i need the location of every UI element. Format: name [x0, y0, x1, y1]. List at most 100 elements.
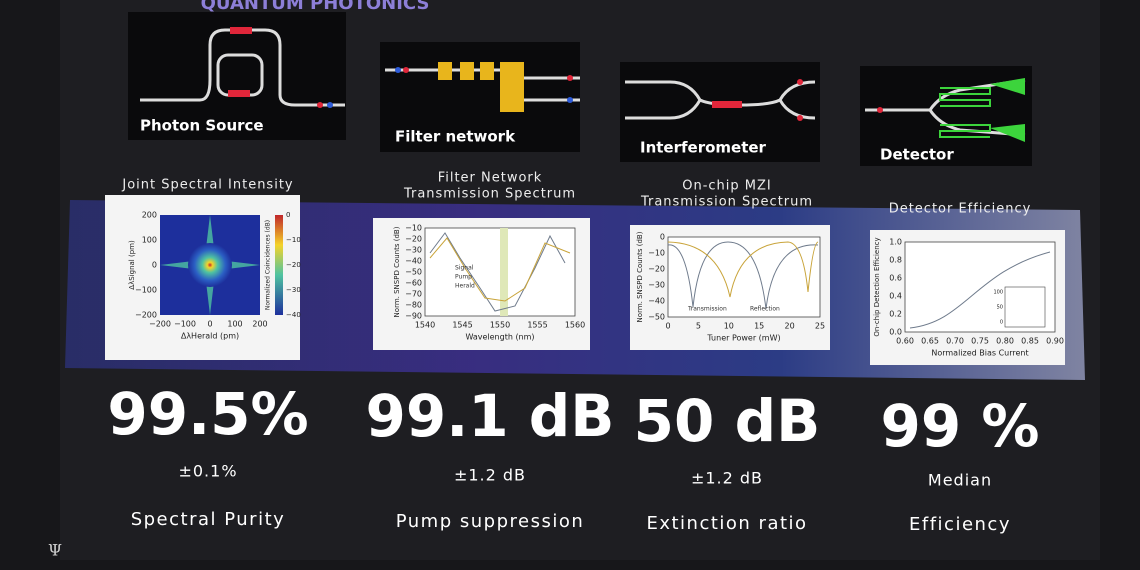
- y-tick-label: −80: [405, 301, 422, 310]
- y-tick-label: −10: [405, 224, 422, 233]
- y-tick-label: −10: [648, 249, 665, 258]
- y-tick-label: 0: [152, 261, 157, 270]
- plot-title: Transmission Spectrum: [640, 195, 813, 210]
- plot-title: Joint Spectral Intensity: [121, 178, 293, 193]
- plot-title: Transmission Spectrum: [403, 187, 576, 202]
- diagram-label: Interferometer: [640, 139, 767, 157]
- y-tick-label: −40: [648, 297, 665, 306]
- x-tick-label: 1540: [415, 321, 435, 330]
- y-tick-label: 0.0: [889, 328, 902, 337]
- legend-entry: Herald: [455, 283, 475, 290]
- metric-label: Efficiency: [909, 514, 1011, 535]
- legend-entry: Transmission: [687, 306, 727, 313]
- y-axis-label: Norm. SNSPD Counts (dB): [393, 226, 401, 317]
- x-axis-label: Wavelength (nm): [465, 333, 534, 342]
- x-axis-label: Normalized Bias Current: [931, 349, 1028, 358]
- inset-tick: 100: [993, 290, 1003, 296]
- y-tick-label: −50: [648, 313, 665, 322]
- colorbar-tick: 0: [286, 211, 290, 219]
- plot-title: Detector Efficiency: [889, 202, 1032, 217]
- y-axis-label: ΔλSignal (pm): [128, 240, 136, 290]
- colorbar-tick: −10: [286, 236, 301, 244]
- diagram-label: Photon Source: [140, 117, 264, 135]
- x-tick-label: 0: [207, 320, 212, 329]
- x-tick-label: 1560: [565, 321, 585, 330]
- x-tick-label: 0.60: [896, 337, 914, 346]
- y-axis-label: Norm. SNSPD Counts (dB): [636, 231, 644, 322]
- diagram-detector: [860, 66, 1032, 166]
- y-tick-label: −90: [405, 312, 422, 321]
- x-tick-label: 100: [227, 320, 242, 329]
- diagram-filter-network: [380, 42, 580, 152]
- diagram-interferometer: [620, 62, 820, 162]
- metric-note: Median: [928, 471, 992, 490]
- y-tick-label: −40: [405, 257, 422, 266]
- x-tick-label: 1545: [452, 321, 472, 330]
- y-tick-label: −50: [405, 268, 422, 277]
- y-tick-label: 1.0: [889, 238, 902, 247]
- legend-entry: Reflection: [750, 306, 780, 313]
- x-tick-label: 15: [754, 322, 764, 331]
- x-tick-label: 0.85: [1021, 337, 1039, 346]
- x-tick-label: 10: [724, 322, 734, 331]
- curve: [667, 241, 819, 310]
- heatmap-peak: [188, 243, 232, 287]
- y-tick-label: 0.2: [889, 310, 902, 319]
- y-tick-label: −20: [405, 235, 422, 244]
- y-tick-label: −100: [135, 286, 157, 295]
- inset-tick: 0: [1000, 320, 1003, 326]
- y-tick-label: −20: [648, 265, 665, 274]
- y-tick-label: 200: [142, 211, 157, 220]
- plot-title: Filter Network: [438, 171, 543, 186]
- x-tick-label: 0: [665, 322, 670, 331]
- legend-entry: Pump: [455, 274, 472, 281]
- x-tick-label: 1555: [527, 321, 547, 330]
- diagram-label: Filter network: [395, 128, 516, 146]
- diagram-photon-source: [128, 12, 346, 140]
- x-tick-label: 200: [252, 320, 267, 329]
- metric-note: ±0.1%: [178, 462, 237, 481]
- y-tick-label: 0.8: [889, 256, 902, 265]
- x-tick-label: 0.75: [971, 337, 989, 346]
- x-tick-label: 5: [696, 322, 701, 331]
- y-tick-label: 0.4: [889, 292, 902, 301]
- x-axis-label: ΔλHerald (pm): [181, 332, 239, 341]
- x-tick-label: −100: [174, 320, 196, 329]
- x-tick-label: 0.90: [1046, 337, 1064, 346]
- colorbar: [275, 215, 283, 315]
- metric-label: Pump suppression: [396, 511, 585, 532]
- inset: [1004, 286, 1046, 328]
- metric-value: 99 %: [880, 392, 1039, 460]
- x-tick-label: 25: [815, 322, 825, 331]
- plot-title: On-chip MZI: [682, 179, 772, 194]
- colorbar-tick: −20: [286, 261, 301, 269]
- colorbar-label: Normalized Coincidences (dB): [265, 220, 272, 310]
- x-axis-label: Tuner Power (mW): [706, 334, 780, 343]
- curve: [429, 232, 566, 312]
- x-tick-label: 0.65: [921, 337, 939, 346]
- inset-tick: 50: [997, 305, 1003, 311]
- metric-note: ±1.2 dB: [691, 469, 763, 488]
- y-tick-label: −200: [135, 311, 157, 320]
- y-tick-label: 0.6: [889, 274, 902, 283]
- x-tick-label: 1550: [490, 321, 510, 330]
- y-axis-label: On-chip Detection Efficiency: [873, 237, 881, 336]
- curve: [667, 241, 819, 298]
- x-tick-label: −200: [149, 320, 171, 329]
- header-title: QUANTUM PHOTONICS: [201, 0, 430, 14]
- metric-note: ±1.2 dB: [454, 466, 526, 485]
- band-pump: [500, 228, 508, 316]
- logo: Ψ: [48, 541, 62, 560]
- y-tick-label: −30: [648, 281, 665, 290]
- metric-value: 99.5%: [107, 380, 308, 448]
- metric-value: 50 dB: [634, 387, 821, 455]
- curve: [909, 251, 1051, 329]
- y-tick-label: −60: [405, 279, 422, 288]
- y-tick-label: 0: [660, 233, 665, 242]
- metric-label: Extinction ratio: [646, 513, 807, 534]
- x-tick-label: 0.80: [996, 337, 1014, 346]
- diagram-label: Detector: [880, 146, 954, 164]
- colorbar-tick: −30: [286, 286, 301, 294]
- curve: [429, 237, 571, 302]
